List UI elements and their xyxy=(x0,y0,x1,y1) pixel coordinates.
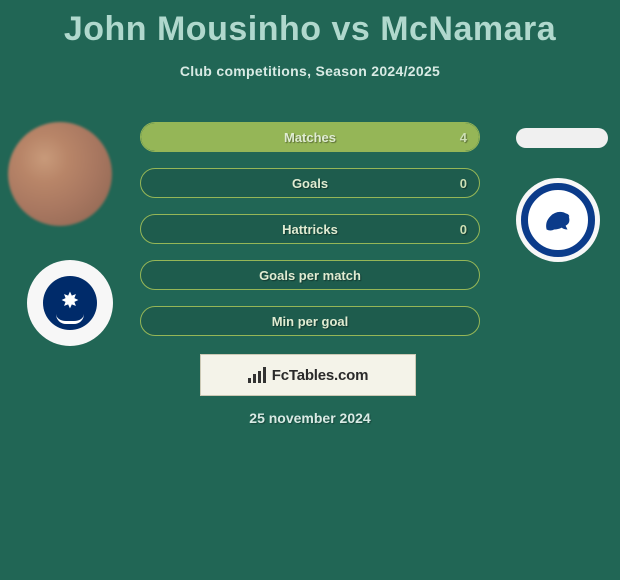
millwall-crest-icon xyxy=(521,183,595,257)
stat-row: Matches4 xyxy=(140,122,480,152)
stat-label: Goals xyxy=(141,169,479,197)
portsmouth-crest-icon: ✸ xyxy=(43,276,97,330)
stat-value: 0 xyxy=(460,169,467,197)
bar-chart-icon xyxy=(248,367,266,383)
lion-icon xyxy=(539,201,577,239)
stat-row: Min per goal xyxy=(140,306,480,336)
stat-label: Min per goal xyxy=(141,307,479,335)
player-right-avatar-placeholder xyxy=(516,128,608,148)
page-subtitle: Club competitions, Season 2024/2025 xyxy=(0,63,620,79)
stat-label: Goals per match xyxy=(141,261,479,289)
star-icon: ✸ xyxy=(61,288,79,314)
logo-text: FcTables.com xyxy=(272,367,369,384)
stat-value: 4 xyxy=(460,123,467,151)
stat-row: Goals0 xyxy=(140,168,480,198)
fctables-logo: FcTables.com xyxy=(200,354,416,396)
club-right-badge xyxy=(516,178,600,262)
stat-value: 0 xyxy=(460,215,467,243)
stats-panel: Matches4Goals0Hattricks0Goals per matchM… xyxy=(140,122,480,352)
crescent-icon xyxy=(56,314,84,324)
page-title: John Mousinho vs McNamara xyxy=(0,0,620,49)
stat-row: Goals per match xyxy=(140,260,480,290)
comparison-date: 25 november 2024 xyxy=(0,410,620,426)
stat-row: Hattricks0 xyxy=(140,214,480,244)
club-left-badge: ✸ xyxy=(27,260,113,346)
stat-label: Matches xyxy=(141,123,479,151)
stat-label: Hattricks xyxy=(141,215,479,243)
player-left-avatar xyxy=(8,122,112,226)
